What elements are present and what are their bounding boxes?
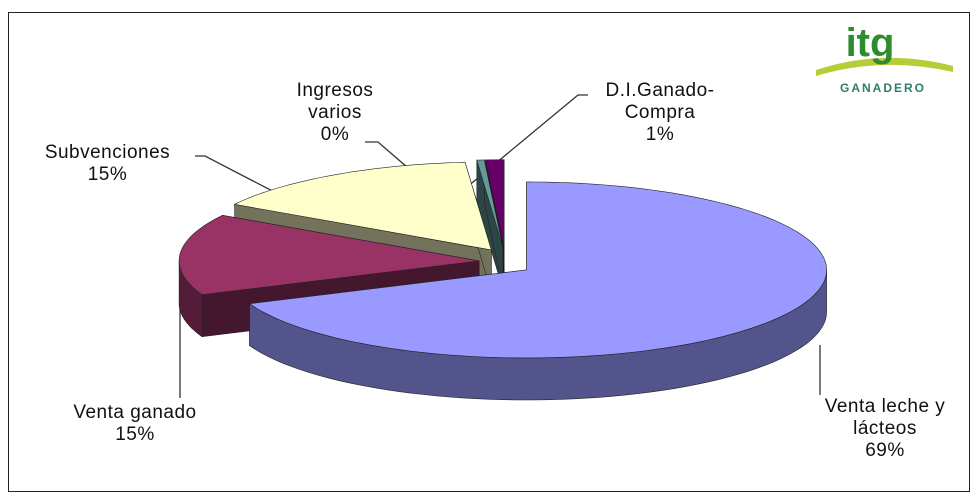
category-label: Subvenciones: [44, 142, 171, 163]
leader-line: [454, 94, 588, 198]
value-label: 15%: [115, 424, 155, 445]
category-label: Ingresos varios: [296, 80, 374, 123]
slice: [248, 181, 827, 359]
slice: [178, 214, 480, 296]
slice-label: Venta ganado 15%: [50, 402, 220, 446]
slice-label: D.I.Ganado-Compra 1%: [595, 80, 725, 146]
logo-swoosh: [816, 57, 953, 76]
category-label: Venta ganado: [73, 402, 197, 423]
slice-label: Venta leche y lácteos 69%: [800, 396, 970, 462]
pie: [178, 159, 827, 401]
category-label: Venta leche y lácteos: [824, 396, 946, 439]
logo-graphic: itg GANADERO: [816, 21, 953, 95]
slice: [476, 159, 504, 248]
logo-mark: itg: [846, 21, 895, 65]
slice-label: Subvenciones 15%: [20, 142, 195, 186]
logo-text: GANADERO: [840, 81, 926, 95]
slice-label: Ingresos varios 0%: [275, 80, 395, 146]
category-label: D.I.Ganado-Compra: [605, 80, 715, 123]
value-label: 0%: [320, 124, 350, 145]
logo: itg GANADERO: [808, 18, 958, 100]
leader-line: [195, 155, 283, 197]
slice: [233, 161, 492, 251]
slice: [485, 159, 505, 248]
value-label: 1%: [645, 124, 675, 145]
value-label: 69%: [865, 440, 905, 461]
value-label: 15%: [87, 164, 128, 185]
